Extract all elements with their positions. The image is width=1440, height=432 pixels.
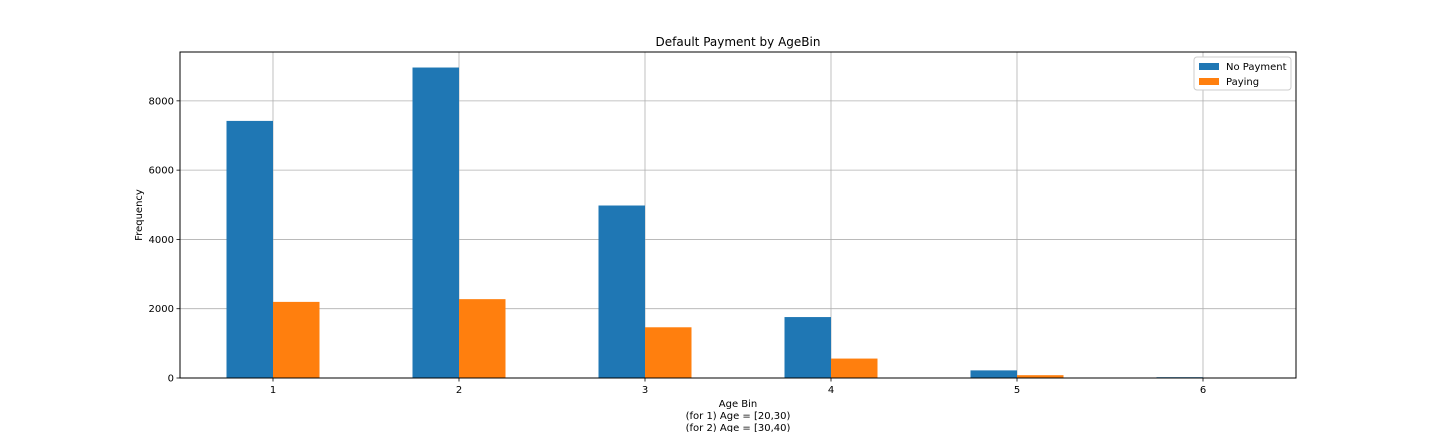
x-tick-label: 2 bbox=[456, 385, 462, 396]
legend-swatch bbox=[1199, 63, 1219, 70]
bar-paying-3 bbox=[645, 327, 692, 378]
legend-label: No Payment bbox=[1226, 62, 1287, 73]
x-tick-label: 3 bbox=[642, 385, 648, 396]
y-axis-ticks: 0 2000 4000 6000 8000 bbox=[149, 96, 180, 385]
x-axis-label-line: (for 1) Age = [20,30) bbox=[686, 411, 791, 422]
chart-title: Default Payment by AgeBin bbox=[656, 35, 821, 49]
bar-no-payment-2 bbox=[412, 67, 459, 378]
y-tick-label: 2000 bbox=[149, 304, 174, 315]
legend: No Payment Paying bbox=[1193, 56, 1292, 91]
bar-paying-4 bbox=[831, 358, 878, 378]
y-tick-label: 6000 bbox=[149, 166, 174, 177]
bar-paying-2 bbox=[459, 299, 506, 378]
x-tick-label: 1 bbox=[270, 385, 276, 396]
x-tick-label: 5 bbox=[1014, 385, 1020, 396]
legend-swatch bbox=[1199, 78, 1219, 85]
y-tick-label: 4000 bbox=[149, 235, 174, 246]
y-axis-label: Frequency bbox=[134, 189, 145, 241]
x-tick-label: 6 bbox=[1200, 385, 1206, 396]
bar-no-payment-3 bbox=[598, 205, 645, 378]
bar-no-payment-1 bbox=[226, 120, 273, 378]
legend-label: Paying bbox=[1226, 77, 1259, 88]
x-axis-label-line: (for 2) Age = [30,40) bbox=[686, 423, 791, 432]
y-tick-label: 8000 bbox=[149, 96, 174, 107]
grid-lines bbox=[180, 52, 1296, 379]
plot-frame bbox=[179, 51, 1297, 379]
bar-no-payment-5 bbox=[970, 370, 1017, 378]
bar-no-payment-4 bbox=[784, 317, 831, 378]
x-axis-label-line: Age Bin bbox=[719, 399, 758, 410]
y-tick-label: 0 bbox=[168, 374, 174, 385]
bar-paying-5 bbox=[1017, 375, 1064, 378]
x-axis-label: Age Bin(for 1) Age = [20,30)(for 2) Age … bbox=[686, 399, 791, 432]
x-tick-label: 4 bbox=[828, 385, 834, 396]
bar-paying-1 bbox=[273, 301, 320, 378]
x-axis-ticks: 1 2 3 4 5 6 bbox=[270, 378, 1206, 396]
bars bbox=[226, 67, 1250, 378]
